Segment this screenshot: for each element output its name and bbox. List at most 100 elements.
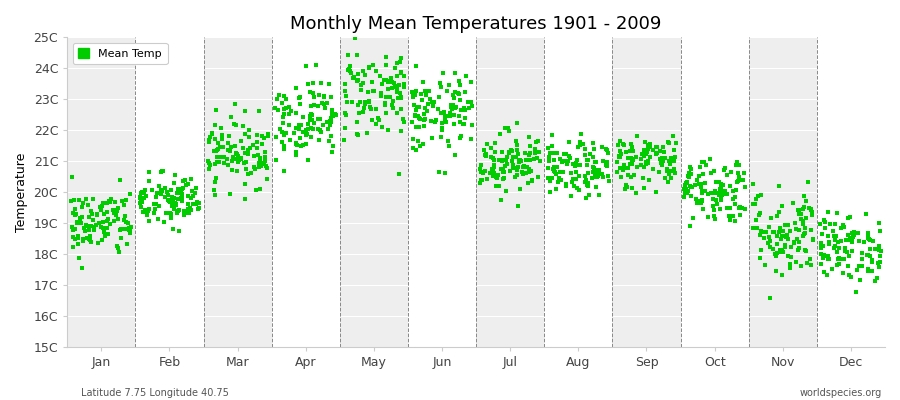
- Point: [746, 180, 760, 187]
- Point: [221, 133, 236, 139]
- Point: [374, 92, 388, 99]
- Point: [73, 214, 87, 221]
- Point: [695, 159, 709, 165]
- Point: [613, 165, 627, 172]
- Point: [487, 170, 501, 176]
- Point: [145, 187, 159, 194]
- Point: [238, 108, 252, 115]
- Point: [170, 186, 184, 192]
- Point: [211, 140, 225, 146]
- Point: [142, 178, 157, 184]
- Point: [433, 80, 447, 86]
- Point: [576, 141, 590, 148]
- Point: [230, 153, 245, 159]
- Point: [480, 141, 494, 147]
- Point: [789, 259, 804, 266]
- Point: [814, 231, 829, 238]
- Point: [164, 215, 178, 222]
- Point: [533, 158, 547, 164]
- Point: [249, 132, 264, 139]
- Point: [350, 51, 365, 58]
- Point: [430, 106, 445, 113]
- Point: [574, 131, 589, 138]
- Point: [87, 226, 102, 233]
- Point: [446, 112, 461, 119]
- Point: [208, 161, 222, 168]
- Point: [862, 252, 877, 259]
- Point: [424, 118, 438, 124]
- Point: [839, 236, 853, 243]
- Point: [94, 203, 109, 210]
- Point: [790, 207, 805, 213]
- Point: [503, 168, 517, 174]
- Point: [289, 125, 303, 132]
- Point: [859, 211, 873, 218]
- Point: [592, 167, 607, 174]
- Point: [284, 108, 298, 114]
- Point: [338, 124, 352, 131]
- Point: [208, 161, 222, 168]
- Point: [612, 148, 626, 154]
- Point: [491, 172, 506, 178]
- Point: [451, 90, 465, 96]
- Point: [652, 156, 667, 162]
- Point: [734, 176, 748, 183]
- Point: [462, 104, 476, 111]
- Point: [231, 156, 246, 163]
- Point: [646, 146, 661, 153]
- Point: [64, 198, 78, 204]
- Point: [191, 205, 205, 212]
- Point: [111, 205, 125, 212]
- Point: [787, 238, 801, 245]
- Point: [292, 94, 307, 100]
- Point: [329, 112, 344, 118]
- Point: [275, 114, 290, 121]
- Point: [789, 226, 804, 232]
- Point: [384, 78, 399, 85]
- Point: [68, 212, 82, 218]
- Point: [777, 249, 791, 256]
- Point: [500, 125, 515, 132]
- Point: [806, 237, 821, 243]
- Point: [193, 205, 207, 212]
- Point: [845, 230, 859, 236]
- Point: [214, 136, 229, 142]
- Point: [248, 153, 262, 159]
- Point: [571, 144, 585, 150]
- Point: [356, 80, 370, 86]
- Point: [172, 186, 186, 193]
- Point: [782, 261, 796, 267]
- Point: [303, 134, 318, 141]
- Point: [751, 193, 765, 200]
- Point: [681, 170, 696, 176]
- Point: [624, 155, 638, 162]
- Point: [800, 260, 814, 266]
- Point: [282, 111, 296, 117]
- Point: [806, 236, 820, 242]
- Point: [448, 105, 463, 111]
- Point: [637, 146, 652, 153]
- Point: [256, 133, 270, 139]
- Point: [240, 151, 255, 157]
- Point: [680, 188, 695, 194]
- Point: [211, 146, 225, 152]
- Point: [170, 210, 184, 216]
- Point: [90, 240, 104, 246]
- Point: [860, 266, 875, 272]
- Point: [256, 159, 271, 166]
- Point: [405, 118, 419, 125]
- Point: [861, 265, 876, 272]
- Point: [205, 131, 220, 138]
- Point: [610, 158, 625, 165]
- Point: [708, 197, 723, 203]
- Point: [669, 140, 683, 146]
- Point: [804, 262, 818, 268]
- Point: [138, 209, 152, 216]
- Point: [578, 146, 592, 152]
- Point: [201, 158, 215, 164]
- Point: [154, 187, 168, 193]
- Point: [478, 168, 492, 174]
- Point: [523, 143, 537, 149]
- Point: [101, 216, 115, 223]
- Point: [649, 151, 663, 158]
